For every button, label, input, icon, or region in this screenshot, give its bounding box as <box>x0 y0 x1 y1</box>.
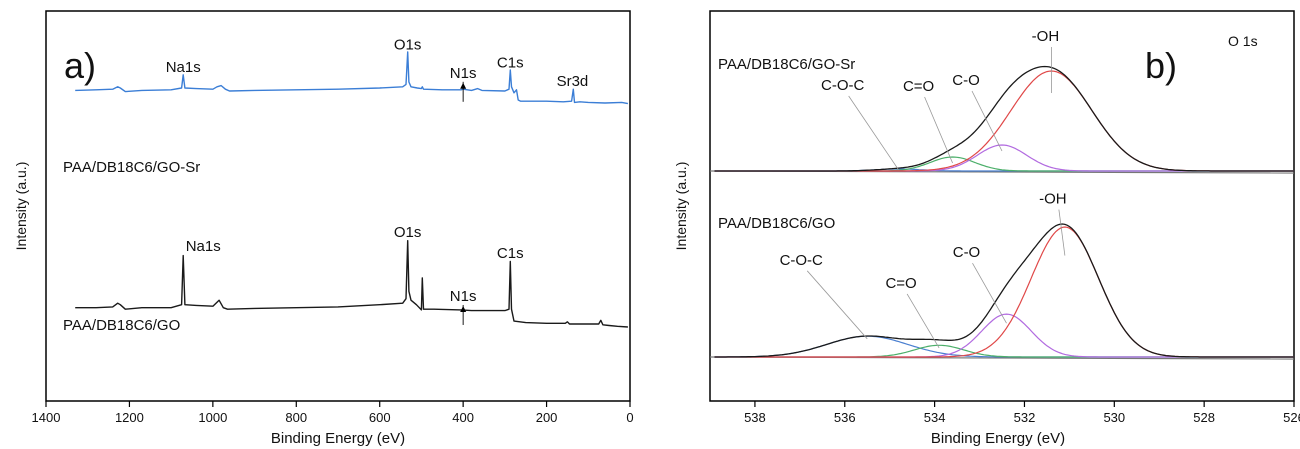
peak-label: O1s <box>394 37 422 54</box>
panel-a-xlabel: Binding Energy (eV) <box>271 430 405 447</box>
x-tick-label: 0 <box>626 410 633 425</box>
leader-line <box>906 293 940 349</box>
panel-a-series: PAA/DB18C6/GO-Sr PAA/DB18C6/GO <box>63 51 629 334</box>
peak-label: C-O-C <box>780 252 823 269</box>
x-tick-label: 1000 <box>198 410 227 425</box>
peak-label: O1s <box>394 224 422 241</box>
peak-label: C-O <box>953 244 981 261</box>
peak-label: N1s <box>450 288 477 305</box>
component-peak <box>714 70 1294 172</box>
panel-a-ylabel: Intensity (a.u.) <box>13 162 29 251</box>
x-tick-label: 400 <box>452 410 474 425</box>
panel-b-xlabel: Binding Energy (eV) <box>931 430 1065 447</box>
x-tick-label: 530 <box>1103 410 1125 425</box>
series-line <box>75 51 629 105</box>
panel-a: a) Intensity (a.u.) Binding Energy (eV) … <box>13 10 634 447</box>
x-tick-label: 532 <box>1014 410 1036 425</box>
leader-line <box>971 90 1003 152</box>
series-name: PAA/DB18C6/GO <box>718 215 835 232</box>
peak-label: C1s <box>497 55 524 72</box>
envelope-line <box>714 223 1294 358</box>
panel-a-x-ticks: 1400 1200 1000 800 600 400 200 0 <box>32 401 634 425</box>
component-peak <box>714 313 1294 358</box>
series-name: PAA/DB18C6/GO <box>63 317 180 334</box>
peak-label: N1s <box>450 65 477 82</box>
peak-label: C-O-C <box>821 77 864 94</box>
x-tick-label: 534 <box>924 410 946 425</box>
x-tick-label: 528 <box>1193 410 1215 425</box>
component-peak <box>714 226 1294 358</box>
x-tick-label: 1200 <box>115 410 144 425</box>
leader-line <box>924 96 953 164</box>
peak-label: C1s <box>497 245 524 262</box>
panel-a-label: a) <box>64 45 96 86</box>
panel-b-corner-label: O 1s <box>1228 33 1258 49</box>
arrow-head <box>460 305 467 312</box>
x-tick-label: 536 <box>834 410 856 425</box>
leader-line <box>848 95 900 171</box>
x-tick-label: 538 <box>744 410 766 425</box>
peak-label: C-O <box>952 72 980 89</box>
panel-b-series: PAA/DB18C6/GO-Sr PAA/DB18C6/GO <box>709 56 1295 360</box>
series-name: PAA/DB18C6/GO-Sr <box>718 56 855 73</box>
x-tick-label: 800 <box>285 410 307 425</box>
component-peak <box>714 144 1294 172</box>
leader-line <box>1058 209 1066 256</box>
envelope-line <box>714 65 1294 172</box>
peak-label: -OH <box>1039 191 1067 208</box>
panel-b-x-ticks: 538 536 534 532 530 528 526 <box>744 401 1300 425</box>
peak-label: -OH <box>1032 28 1060 45</box>
peak-label: Na1s <box>166 59 201 76</box>
panel-a-annotations: Na1s O1s C1s Sr3d N1s Na1s O1s C1s N1s <box>166 37 589 325</box>
panel-b-frame <box>709 10 1295 402</box>
panel-b-ylabel: Intensity (a.u.) <box>673 162 689 251</box>
x-tick-label: 526 <box>1283 410 1300 425</box>
panel-b: b) O 1s Intensity (a.u.) Binding Energy … <box>673 10 1300 447</box>
x-tick-label: 200 <box>536 410 558 425</box>
peak-label: C=O <box>885 275 916 292</box>
leader-line <box>972 263 1007 324</box>
peak-label: Sr3d <box>557 73 589 90</box>
leader-line <box>806 270 868 340</box>
arrow-head <box>460 82 467 89</box>
panel-b-label: b) <box>1145 45 1177 86</box>
panel-a-frame <box>45 10 631 402</box>
peak-label: Na1s <box>186 238 221 255</box>
peak-label: C=O <box>903 78 934 95</box>
x-tick-label: 1400 <box>32 410 61 425</box>
component-peak <box>714 156 1294 172</box>
panel-b-annotations: -OH C-O C=O C-O-C -OH C-O C=O C-O-C <box>780 28 1067 349</box>
component-peak <box>714 335 1294 358</box>
series-name: PAA/DB18C6/GO-Sr <box>63 159 200 176</box>
series-line <box>75 240 628 328</box>
x-tick-label: 600 <box>369 410 391 425</box>
